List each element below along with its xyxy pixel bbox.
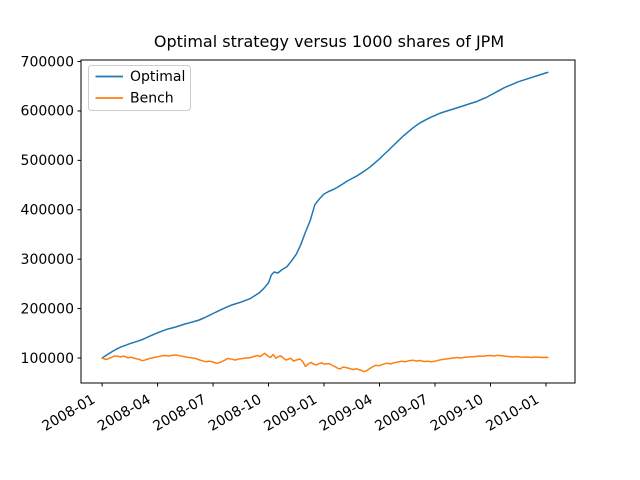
legend-label-bench: Bench (130, 91, 174, 107)
y-axis: 100000 200000 300000 400000 500000 600000 7000… (21, 54, 81, 367)
x-tick-label: 2010-01 (483, 392, 542, 435)
y-tick-label: 100000 (21, 351, 74, 367)
y-tick-label: 700000 (21, 54, 74, 70)
x-tick-label: 2008-10 (206, 392, 265, 435)
x-tick-label: 2009-10 (428, 392, 487, 435)
x-tick-label: 2009-01 (261, 392, 320, 435)
x-tick-label: 2009-04 (317, 392, 376, 435)
series-line-bench (101, 352, 549, 373)
y-tick-label: 500000 (21, 153, 74, 169)
x-tick-label: 2008-07 (150, 392, 209, 435)
plot-area (80, 59, 576, 384)
series-group (101, 71, 549, 373)
legend: Optimal Bench (88, 65, 191, 111)
legend-label-optimal: Optimal (130, 69, 185, 85)
x-tick-label: 2008-01 (39, 392, 98, 435)
y-tick-label: 300000 (21, 252, 74, 268)
x-tick-label: 2008-04 (95, 392, 154, 435)
y-tick-label: 400000 (21, 203, 74, 219)
series-line-optimal (101, 71, 549, 359)
x-tick-label: 2009-07 (372, 392, 431, 435)
chart-title: Optimal strategy versus 1000 shares of J… (154, 32, 504, 51)
y-tick-label: 200000 (21, 301, 74, 317)
y-tick-label: 600000 (21, 104, 74, 120)
x-axis: 2008-012008-042008-072008-102009-012009-… (39, 383, 547, 435)
